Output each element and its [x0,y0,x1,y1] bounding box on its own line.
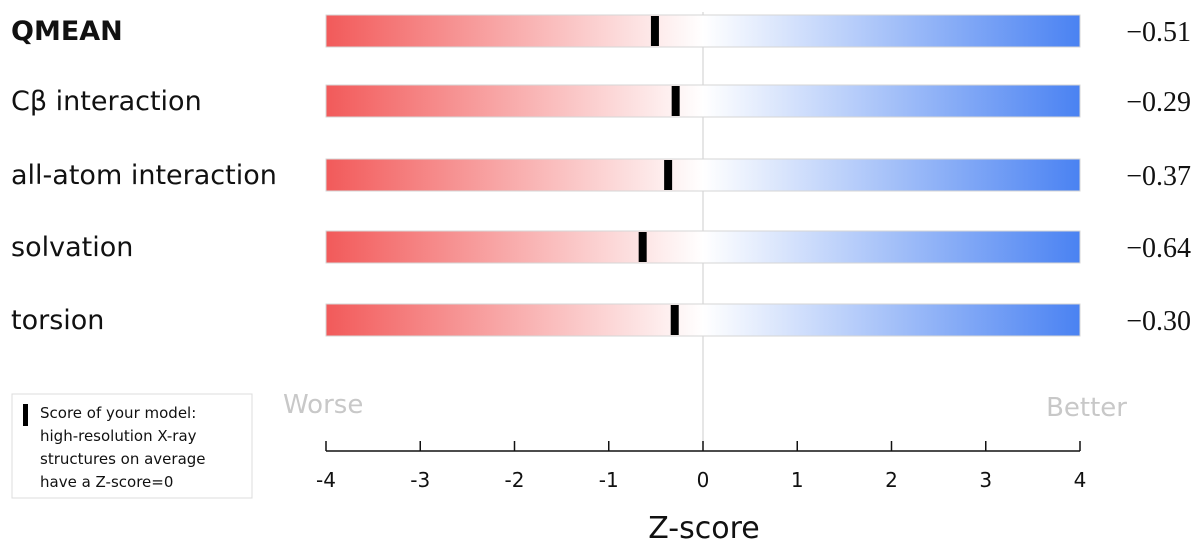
score-marker [650,16,659,46]
x-tick-label: -2 [505,468,525,492]
score-marker [670,305,679,335]
score-bar [325,303,1081,337]
score-value: −0.30 [1126,306,1191,337]
x-tick-label: -1 [599,468,619,492]
x-tick-label: -3 [410,468,430,492]
metric-label: Cβ interaction [11,86,202,117]
legend-line-3: structures on average [40,450,206,468]
score-value: −0.29 [1126,87,1191,118]
metric-label: QMEAN [11,16,123,47]
score-value: −0.64 [1126,233,1191,264]
score-marker [638,232,647,262]
legend-line-2: high-resolution X-ray [40,427,197,445]
x-tick-label: 1 [791,468,804,492]
x-tick-label: -4 [316,468,336,492]
worse-label: Worse [283,390,363,420]
metric-label: torsion [11,305,104,336]
x-tick-label: 4 [1074,468,1087,492]
metric-label: solvation [11,232,133,263]
score-bar [325,84,1081,118]
x-tick-label: 3 [979,468,992,492]
score-marker [664,160,673,190]
x-tick-label: 0 [697,468,710,492]
score-bar [325,14,1081,48]
legend-line-4: have a Z-score=0 [40,473,173,491]
legend-marker-swatch [23,404,28,426]
score-value: −0.37 [1126,161,1191,192]
legend-box: Score of your model: high-resolution X-r… [11,393,253,499]
x-tick-label: 2 [885,468,898,492]
legend-line-1: Score of your model: [40,404,196,422]
x-axis-title: Z-score [648,511,759,542]
score-value: −0.51 [1126,17,1191,48]
score-marker [671,86,680,116]
score-bar [325,158,1081,192]
better-label: Better [1046,393,1127,423]
legend-frame [11,393,253,499]
score-bar [325,230,1081,264]
metric-label: all-atom interaction [11,160,277,191]
